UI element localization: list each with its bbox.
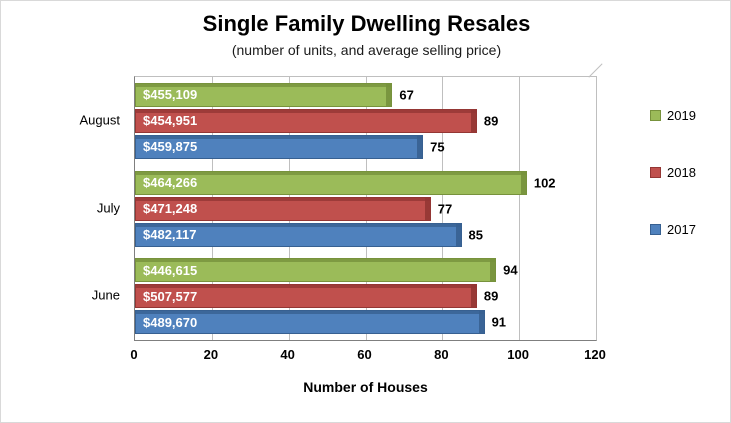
chart-title: Single Family Dwelling Resales (202, 11, 531, 36)
bar-top-face (136, 135, 423, 139)
plot-area: $455,109 67 $454,951 89 $459,875 75 $464,266 10… (134, 63, 603, 341)
price-label: $489,670 (143, 314, 198, 330)
x-tick-labels: 0 20 40 60 80 100 120 (130, 347, 605, 363)
bar-june-2019: $446,615 (135, 258, 497, 283)
category-label: June (91, 287, 120, 303)
value-label: 85 (468, 227, 483, 242)
bar-august-2017: $459,875 (135, 134, 424, 159)
bar-june-2017: $489,670 (135, 310, 485, 335)
x-tick-label: 60 (357, 347, 372, 362)
gridline (596, 77, 597, 340)
bar-end-face (478, 311, 484, 334)
legend-label: 2019 (667, 108, 696, 123)
bar-end-face (470, 109, 476, 132)
price-label: $464,266 (143, 175, 198, 190)
value-label: 91 (491, 314, 507, 330)
bar-top-face (136, 197, 430, 201)
bar-top-face (136, 223, 461, 227)
bar-june-2018: $507,577 (135, 284, 477, 309)
price-label: $454,951 (143, 113, 198, 129)
legend-item-2019: 2019 (650, 108, 696, 123)
bar-august-2018: $454,951 (135, 108, 477, 133)
bar-end-face (417, 135, 423, 158)
category-label: August (79, 112, 120, 128)
bar-end-face (470, 285, 476, 308)
value-label: 89 (483, 288, 499, 304)
bar-top-face (136, 109, 476, 113)
value-label: 77 (437, 201, 453, 216)
value-label: 67 (399, 87, 414, 103)
price-label: $482,117 (143, 227, 197, 242)
price-label: $459,875 (143, 139, 198, 155)
bar-top-face (136, 285, 476, 289)
bar-end-face (455, 223, 461, 246)
legend-item-2017: 2017 (650, 222, 696, 237)
bar-top-face (136, 83, 392, 87)
chart-subtitle: (number of units, and average selling pr… (231, 42, 502, 58)
gridline (519, 77, 521, 340)
price-label: $455,109 (143, 87, 198, 103)
bar-august-2019: $455,109 (135, 82, 393, 107)
value-label: 89 (483, 113, 499, 129)
bar-top-face (136, 171, 526, 175)
bar-end-face (424, 197, 430, 220)
legend: 2019 2018 2017 (650, 108, 696, 237)
gridline (442, 77, 444, 340)
bar-top-face (136, 259, 496, 263)
bar-july-2019: $464,266 (135, 170, 527, 195)
legend-swatch (650, 167, 661, 178)
bar-end-face (520, 171, 526, 194)
price-label: $507,577 (143, 288, 198, 304)
legend-label: 2017 (667, 222, 696, 237)
x-tick-label: 0 (130, 347, 138, 362)
x-tick-label: 120 (584, 347, 606, 362)
price-label: $446,615 (143, 262, 198, 278)
bars-layer: $455,109 67 $454,951 89 $459,875 75 $464,266 10… (135, 77, 596, 340)
bar-end-face (490, 259, 496, 282)
x-axis-title: Number of Houses (303, 379, 428, 395)
bar-july-2017: $482,117 (135, 222, 462, 247)
legend-item-2018: 2018 (650, 165, 696, 180)
value-label: 94 (503, 262, 518, 278)
bar-end-face (386, 83, 392, 106)
bar-july-2018: $471,248 (135, 196, 431, 221)
category-label: July (96, 200, 120, 215)
price-label: $471,248 (143, 201, 198, 216)
category-labels: August July June (1, 76, 128, 341)
x-tick-label: 100 (507, 347, 530, 362)
value-label: 75 (430, 139, 445, 155)
value-label: 102 (533, 175, 556, 190)
x-tick-label: 20 (203, 347, 219, 362)
bar-top-face (136, 311, 484, 315)
x-tick-label: 80 (434, 347, 449, 362)
x-tick-label: 40 (280, 347, 295, 362)
depth-perspective-line (588, 63, 603, 78)
legend-swatch (650, 224, 661, 235)
legend-label: 2018 (667, 165, 696, 180)
legend-swatch (650, 110, 661, 121)
